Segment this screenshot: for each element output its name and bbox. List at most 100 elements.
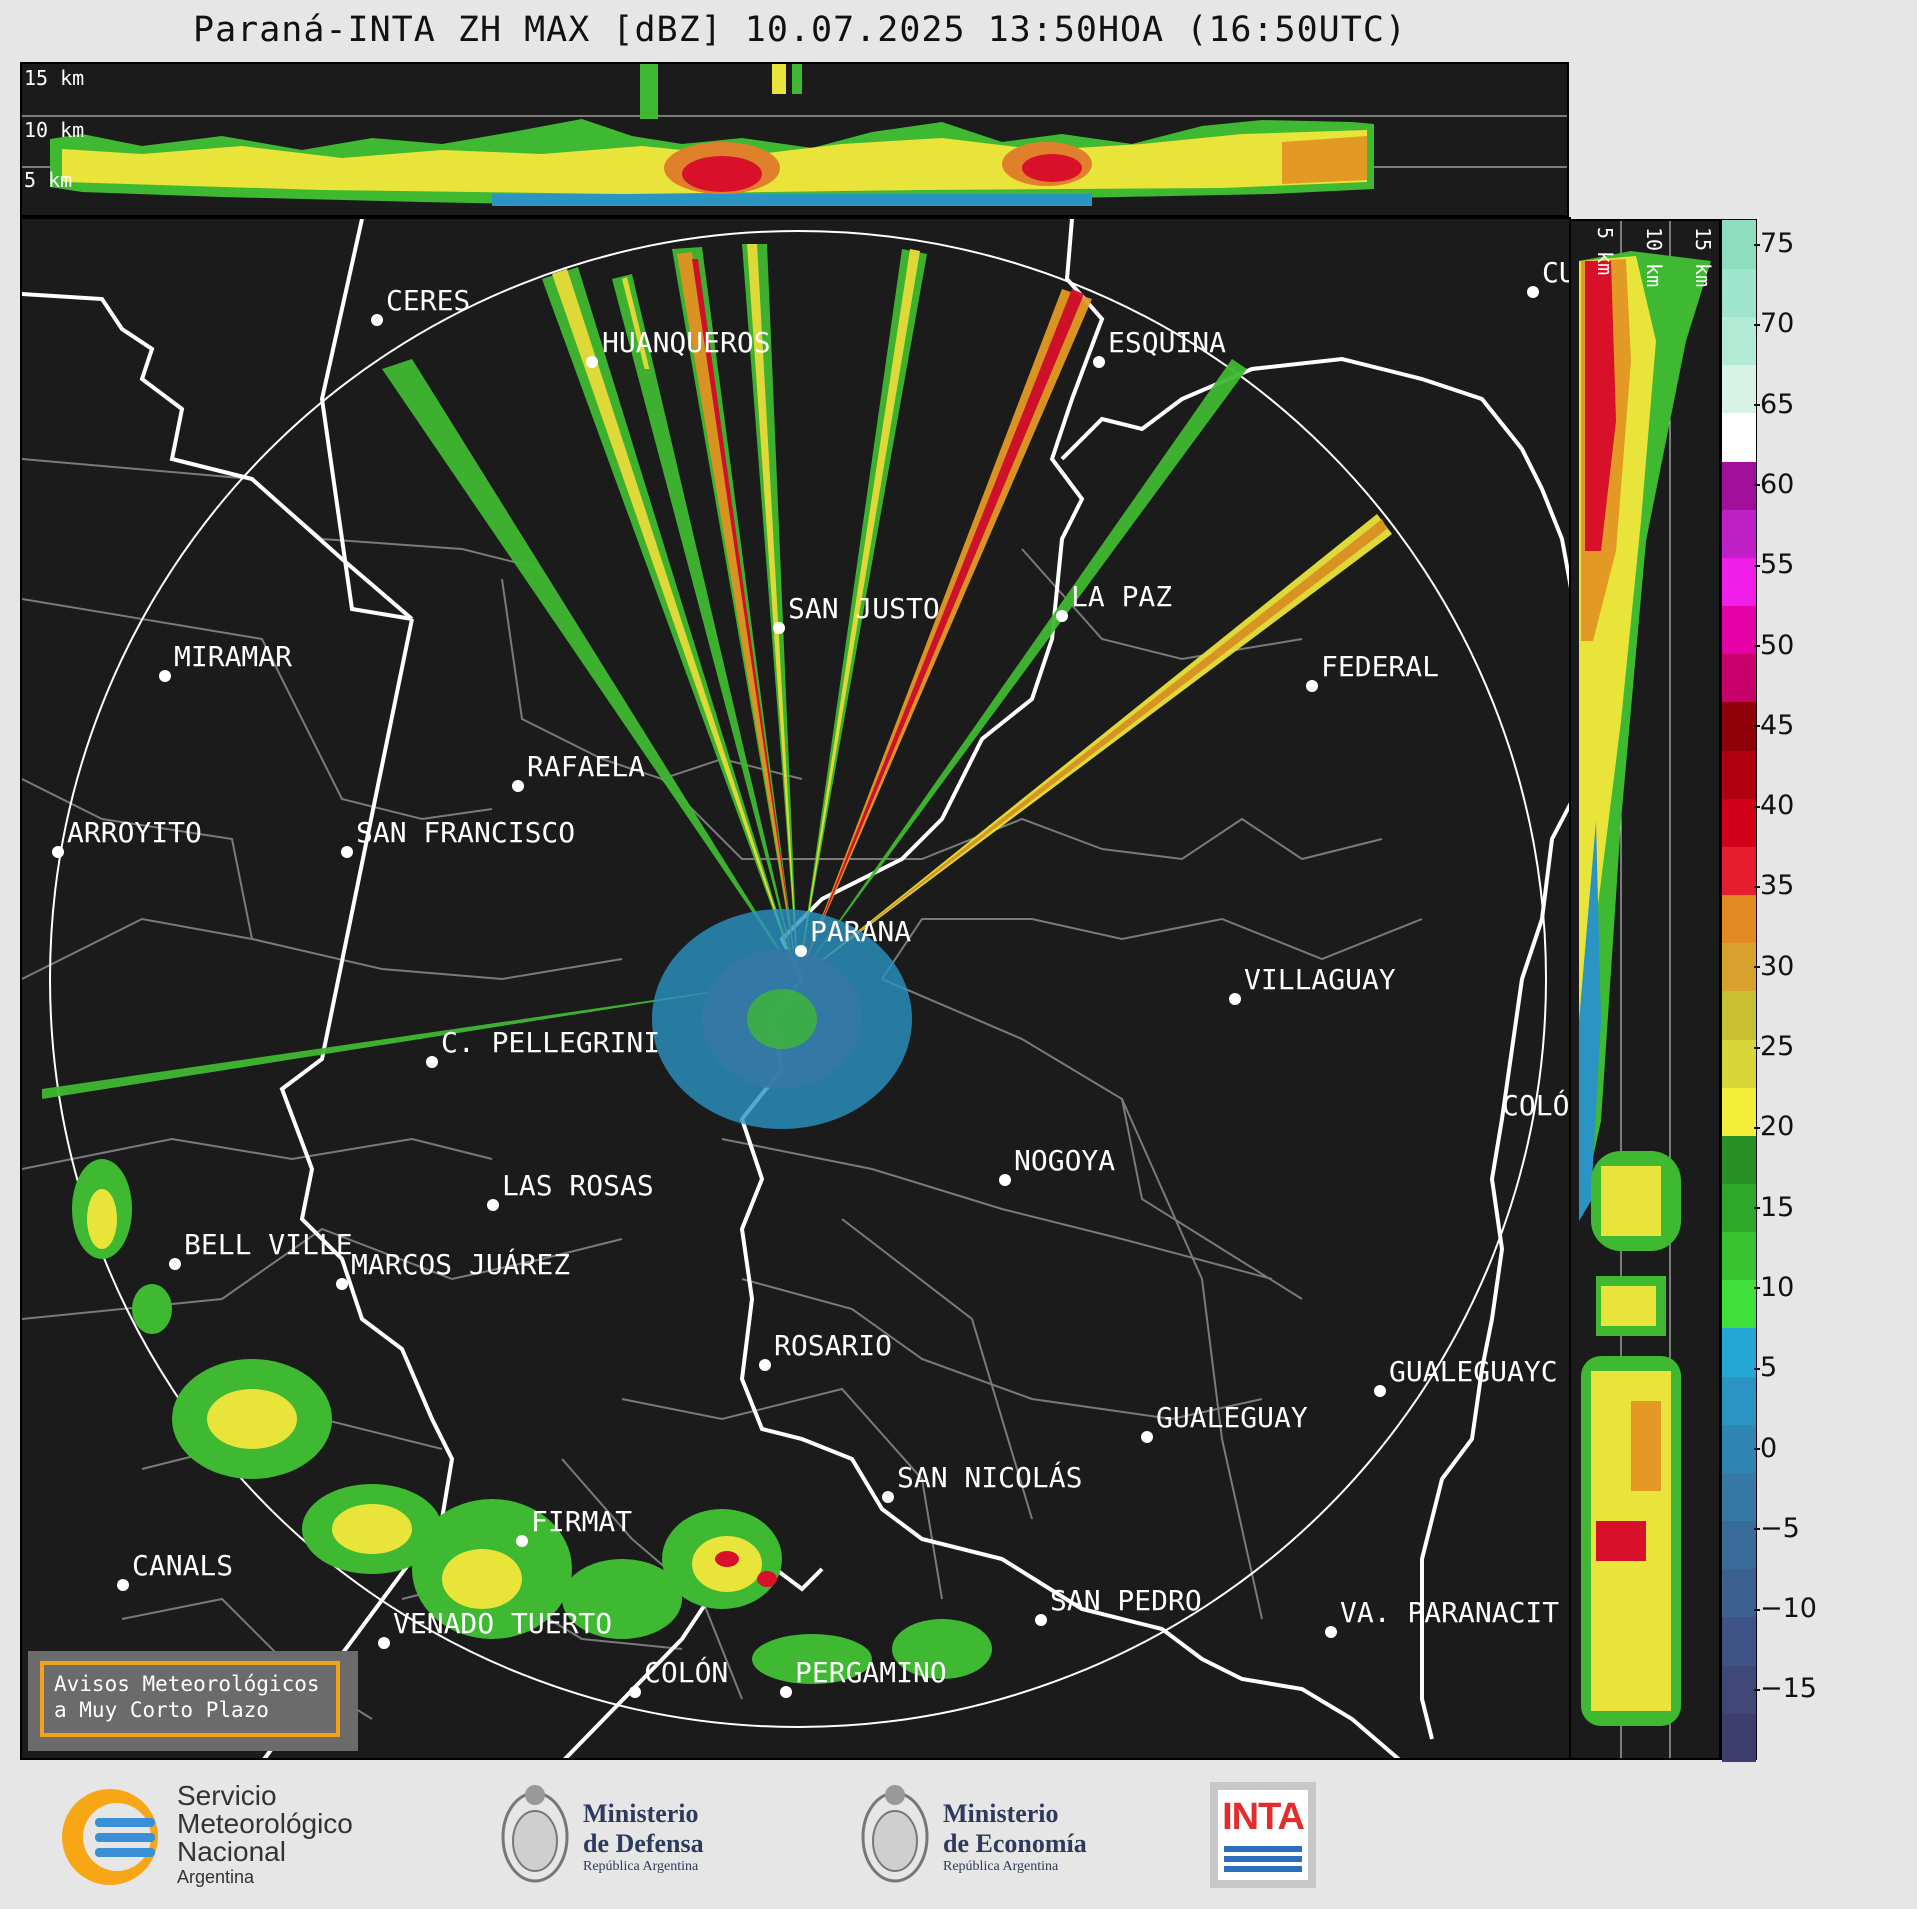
city-dot-federal xyxy=(1306,680,1318,692)
city-dot-villaguay xyxy=(1229,993,1241,1005)
economia-line-2: de Economía xyxy=(943,1829,1087,1858)
colorbar-segment xyxy=(1722,797,1756,847)
city-label-san-francisco: SAN FRANCISCO xyxy=(356,816,575,849)
colorbar-segment xyxy=(1722,1279,1756,1329)
colorbar-segment xyxy=(1722,1423,1756,1473)
colorbar-tick-label: 75 xyxy=(1753,228,1795,259)
defensa-line-2: de Defensa xyxy=(583,1829,704,1858)
city-label-san-pedro: SAN PEDRO xyxy=(1050,1584,1202,1617)
city-dot-canals xyxy=(117,1579,129,1591)
colorbar-segment xyxy=(1722,1134,1756,1184)
city-label-huanqueros: HUANQUEROS xyxy=(602,326,771,359)
colorbar-tick-label: 30 xyxy=(1753,950,1795,982)
colorbar-tick-label: 35 xyxy=(1753,870,1795,902)
city-label-villaguay: VILLAGUAY xyxy=(1244,963,1396,996)
city-dot-miramar xyxy=(159,670,171,682)
city-label-canals: CANALS xyxy=(132,1549,233,1582)
city-label-arroyito: ARROYITO xyxy=(67,816,202,849)
city-dot-c-pellegrini xyxy=(426,1056,438,1068)
inta-emblem-icon: INTA xyxy=(1218,1790,1308,1880)
right-cross-section-panel: 5 km 10 km 15 km xyxy=(1569,219,1721,1760)
city-dot-bell-ville xyxy=(169,1258,181,1270)
colorbar-tick-label: 25 xyxy=(1753,1031,1795,1062)
city-dot-nogoya xyxy=(999,1174,1011,1186)
inta-label: INTA xyxy=(1222,1796,1305,1838)
economia-line-1: Ministerio xyxy=(943,1799,1059,1828)
colorbar-tick-label: 40 xyxy=(1753,790,1795,822)
city-label-colon: COLÓN xyxy=(644,1655,728,1689)
colorbar-tick-label: 20 xyxy=(1753,1111,1795,1143)
city-dot-firmat xyxy=(516,1535,528,1547)
city-dot-las-rosas xyxy=(487,1199,499,1211)
smn-line-2: Meteorológico xyxy=(177,1808,353,1839)
colorbar-segment xyxy=(1722,1183,1756,1233)
colorbar-segment xyxy=(1722,1472,1756,1522)
city-label-cu: CU xyxy=(1542,256,1571,289)
colorbar-tick-label: 65 xyxy=(1753,388,1795,420)
right-5km-label: 5 km xyxy=(1593,227,1617,276)
city-dot-rafaela xyxy=(512,780,524,792)
city-label-firmat: FIRMAT xyxy=(531,1505,632,1538)
city-dot-pergamino xyxy=(780,1686,792,1698)
map-canvas: CERES HUANQUEROS ESQUINA CU SAN JUSTO LA… xyxy=(22,219,1571,1758)
top-5km-label: 5 km xyxy=(24,168,73,192)
colorbar-tick-label: 0 xyxy=(1753,1432,1778,1464)
colorbar-segment xyxy=(1722,1568,1756,1618)
colorbar-segment xyxy=(1722,653,1756,703)
city-dot-san-francisco xyxy=(341,846,353,858)
city-label-las-rosas: LAS ROSAS xyxy=(502,1169,654,1202)
colorbar-segment xyxy=(1722,1664,1756,1714)
city-dot-san-justo xyxy=(773,622,785,634)
colorbar-tick-label: 70 xyxy=(1753,308,1795,340)
colorbar-segment xyxy=(1722,1038,1756,1088)
city-label-gualeguaychu: GUALEGUAYC xyxy=(1389,1355,1558,1388)
city-label-pergamino: PERGAMINO xyxy=(795,1656,947,1689)
smn-line-1: Servicio xyxy=(177,1780,277,1811)
argentina-shield-icon xyxy=(861,1785,929,1883)
colorbar-segment xyxy=(1722,1231,1756,1281)
city-label-gualeguay: GUALEGUAY xyxy=(1156,1401,1308,1434)
colorbar-segment xyxy=(1722,220,1756,269)
colorbar-segment xyxy=(1722,846,1756,896)
city-dot-san-pedro xyxy=(1035,1614,1047,1626)
city-label-miramar: MIRAMAR xyxy=(174,640,292,673)
city-dot-rosario xyxy=(759,1359,771,1371)
colorbar-tick-label: 55 xyxy=(1753,549,1795,581)
right-15km-label: 15 km xyxy=(1691,227,1715,288)
city-label-va-paranacito: VA. PARANACIT xyxy=(1340,1596,1559,1629)
colorbar-segment xyxy=(1722,605,1756,655)
colorbar-segment xyxy=(1722,1520,1756,1570)
footer-logos: Servicio Meteorológico Nacional Argentin… xyxy=(0,1762,1917,1909)
colorbar-tick-label: 5 xyxy=(1753,1352,1778,1384)
warning-link-frame: Avisos Meteorológicos a Muy Corto Plazo xyxy=(40,1661,340,1737)
colorbar-tick-label: −10 xyxy=(1754,1593,1817,1625)
city-dot-arroyito xyxy=(52,846,64,858)
colorbar-segment xyxy=(1722,990,1756,1040)
smn-line-3: Nacional xyxy=(177,1836,286,1867)
city-dot-esquina xyxy=(1093,356,1105,368)
colorbar-segment xyxy=(1722,364,1756,414)
right-10km-label: 10 km xyxy=(1642,227,1666,288)
colorbar-segment xyxy=(1722,316,1756,366)
colorbar-segment xyxy=(1722,412,1756,462)
colorbar-segment xyxy=(1722,894,1756,944)
warning-link-box[interactable]: Avisos Meteorológicos a Muy Corto Plazo xyxy=(28,1651,358,1751)
city-label-rafaela: RAFAELA xyxy=(527,750,645,783)
smn-line-4: Argentina xyxy=(177,1867,255,1887)
city-dot-ceres xyxy=(371,314,383,326)
city-dot-san-nicolas xyxy=(882,1491,894,1503)
city-label-colo: COLÓ xyxy=(1502,1088,1569,1122)
smn-emblem-icon xyxy=(62,1789,158,1885)
argentina-shield-icon xyxy=(501,1785,569,1883)
colorbar-segment xyxy=(1722,1086,1756,1136)
defensa-line-1: Ministerio xyxy=(583,1799,699,1828)
colorbar-tick-label: −5 xyxy=(1754,1512,1800,1544)
chart-title: Paraná-INTA ZH MAX [dBZ] 10.07.2025 13:5… xyxy=(193,10,1407,50)
colorbar-segment xyxy=(1722,701,1756,751)
radar-map[interactable]: CERES HUANQUEROS ESQUINA CU SAN JUSTO LA… xyxy=(20,217,1571,1760)
top-15km-label: 15 km xyxy=(24,66,85,90)
top-10km-label: 10 km xyxy=(24,118,85,142)
colorbar-segment xyxy=(1722,508,1756,558)
colorbar-tick-label: −15 xyxy=(1754,1673,1817,1705)
colorbar-segment xyxy=(1722,268,1756,318)
